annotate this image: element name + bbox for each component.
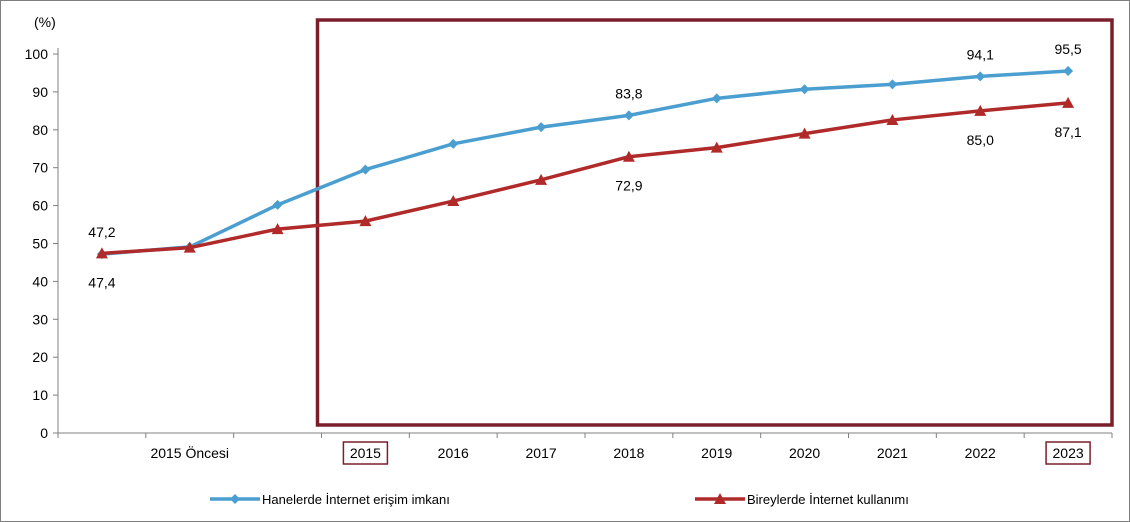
series-2-point (95, 247, 108, 259)
x-tick-label: 2015 (350, 445, 381, 461)
data-label: 94,1 (967, 46, 994, 62)
data-label: 85,0 (967, 132, 994, 148)
y-tick-label: 10 (32, 387, 48, 403)
series-2-point (447, 195, 460, 207)
data-labels: 47,2 47,4 83,8 72,9 94,1 85,0 95,5 87,1 (88, 41, 1082, 290)
series-1-point (887, 79, 898, 90)
series-2-point (622, 150, 635, 162)
data-label: 95,5 (1054, 41, 1081, 57)
y-tick-label: 20 (32, 349, 48, 365)
y-tick-label: 30 (32, 311, 48, 327)
data-label: 72,9 (615, 178, 642, 194)
x-axis: 2015 Öncesi 2015 2016 2017 2018 2019 2020 2021 2… (57, 432, 1113, 465)
series-1-point (272, 199, 283, 210)
legend-swatch-marker (230, 494, 240, 504)
y-tick-label: 50 (32, 236, 48, 252)
legend-label: Bireylerde İnternet kullanımı (747, 492, 909, 507)
series-2-point (710, 141, 723, 153)
series-1-line (101, 69, 1069, 256)
data-label: 47,4 (88, 274, 115, 290)
data-label: 47,2 (88, 224, 115, 240)
legend: Hanelerde İnternet erişim imkanı Bireyler… (210, 492, 909, 507)
series-2-point (183, 241, 196, 253)
series-2-point (271, 223, 284, 235)
series-2-point (974, 104, 987, 116)
x-tick-highlight-box (342, 441, 389, 465)
series-2-point (798, 127, 811, 139)
y-tick-label: 70 (32, 160, 48, 176)
y-tick-label: 0 (40, 425, 48, 441)
series-2-line (101, 101, 1069, 256)
series-1-point (799, 84, 810, 95)
series-1-point (623, 110, 634, 121)
highlight-box (315, 18, 1114, 427)
series-2-point (535, 173, 548, 185)
y-axis-unit-label: (%) (34, 14, 56, 30)
series-1-point (448, 138, 459, 149)
series-2-point (359, 215, 372, 227)
series-1-point (1063, 66, 1074, 77)
x-tick-label: 2021 (877, 445, 908, 461)
y-tick-label: 60 (32, 198, 48, 214)
series-2-point (1062, 96, 1075, 108)
x-tick-label: 2019 (701, 445, 732, 461)
x-tick-highlight-box (1045, 441, 1091, 465)
y-tick-label: 40 (32, 273, 48, 289)
series-1-point (975, 71, 986, 82)
series-1-point (536, 122, 547, 133)
y-tick-label: 100 (25, 46, 49, 62)
data-label: 83,8 (615, 85, 642, 101)
highlight-rect (315, 18, 1114, 427)
legend-swatch-marker (714, 493, 726, 504)
series-1-point (711, 93, 722, 104)
y-axis: 0 10 20 30 40 50 60 70 80 90 100 (25, 46, 59, 441)
series-1-point (360, 164, 371, 175)
x-tick-label: 2015 Öncesi (150, 444, 229, 461)
x-tick-label: 2018 (613, 445, 644, 461)
series-2-point (886, 113, 899, 125)
x-tick-label: 2023 (1053, 445, 1084, 461)
y-tick-label: 80 (32, 122, 48, 138)
x-tick-label: 2020 (789, 445, 820, 461)
data-label: 87,1 (1054, 124, 1081, 140)
series-lines (95, 66, 1075, 260)
x-tick-label: 2022 (965, 445, 996, 461)
y-tick-label: 90 (32, 84, 48, 100)
x-tick-label: 2016 (438, 445, 469, 461)
legend-label: Hanelerde İnternet erişim imkanı (262, 492, 450, 507)
x-tick-label: 2017 (526, 445, 557, 461)
